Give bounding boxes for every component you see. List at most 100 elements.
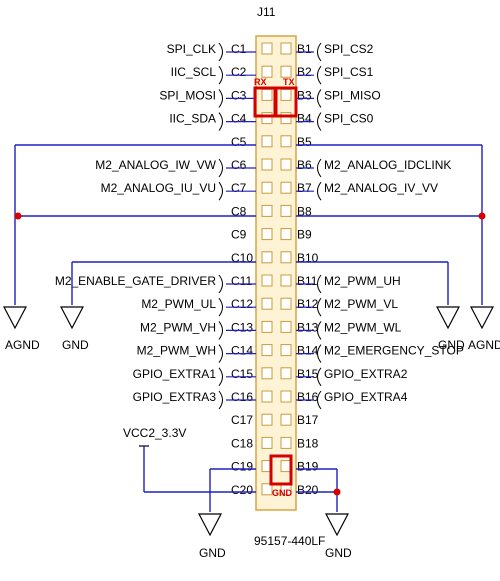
- agnd-right-symbol: AGND: [468, 306, 500, 352]
- net-label: GPIO_EXTRA1: [133, 367, 217, 381]
- net-flag: [317, 181, 322, 201]
- gnd-right-symbol: GND: [436, 306, 465, 352]
- pin-pad: [261, 42, 273, 55]
- svg-text:AGND: AGND: [468, 338, 500, 352]
- pin-number: C16: [231, 390, 253, 404]
- pin-pad: [280, 65, 292, 78]
- gnd-bottom-right-symbol: GND: [325, 513, 352, 560]
- pin-pad: [280, 367, 292, 380]
- net-flag: [218, 42, 223, 62]
- net-flag: [218, 158, 223, 178]
- pin-number: B20: [297, 483, 319, 497]
- net-flag: [317, 367, 322, 387]
- net-label: M2_EMERGENCY_STOP: [324, 344, 464, 358]
- net-flag: [218, 367, 223, 387]
- pin-number: B7: [297, 181, 312, 195]
- net-flag: [317, 158, 322, 178]
- pin-pad: [280, 251, 292, 264]
- pin-pad: [280, 228, 292, 241]
- pin-pad: [261, 88, 273, 101]
- pin-number: B6: [297, 158, 312, 172]
- net-flag: [317, 274, 322, 294]
- net-flag: [317, 42, 322, 62]
- net-flag: [317, 390, 322, 410]
- pin-number: C8: [231, 204, 247, 218]
- pin-pad: [261, 65, 273, 78]
- pin-pad: [280, 320, 292, 333]
- pin-pad: [261, 367, 273, 380]
- pin-pad: [261, 181, 273, 194]
- pin-number: C14: [231, 344, 253, 358]
- net-label: SPI_CS0: [324, 112, 374, 126]
- pin-number: B19: [297, 460, 319, 474]
- pin-pad: [261, 112, 273, 125]
- svg-text:GND: GND: [272, 488, 293, 498]
- pin-number: C4: [231, 112, 247, 126]
- pin-number: C2: [231, 65, 247, 79]
- pin-pad: [261, 135, 273, 148]
- pin-pad: [261, 228, 273, 241]
- pin-number: B9: [297, 228, 312, 242]
- net-flag: [317, 112, 322, 131]
- pin-number: B1: [297, 42, 312, 56]
- junction-dot: [14, 212, 22, 220]
- net-label: IIC_SCL: [171, 65, 217, 79]
- pin-number: C7: [231, 181, 247, 195]
- pin-number: C12: [231, 297, 253, 311]
- net-flag: [317, 89, 322, 108]
- pin-pad: [261, 483, 273, 496]
- pin-number: C13: [231, 320, 253, 334]
- net-label: M2_ANALOG_IW_VW: [95, 158, 216, 172]
- net-flag: [317, 297, 322, 317]
- net-label: GPIO_EXTRA3: [133, 390, 217, 404]
- pin-number: C6: [231, 158, 247, 172]
- pin-pad: [280, 112, 292, 125]
- pin-pad: [261, 158, 273, 171]
- pin-pad: [261, 204, 273, 217]
- pin-number: C18: [231, 436, 253, 450]
- net-label: SPI_CS1: [324, 65, 374, 79]
- connector-ref: J11: [257, 5, 276, 19]
- gnd-left-symbol: GND: [60, 306, 89, 352]
- pin-number: C1: [231, 42, 247, 56]
- net-label: SPI_MOSI: [159, 88, 216, 102]
- pin-pad: [280, 436, 292, 449]
- pin-number: C3: [231, 88, 247, 102]
- net-flag: [218, 89, 223, 108]
- pin-pad: [280, 135, 292, 148]
- tx-marker: TX: [274, 77, 298, 118]
- pin-pad: [261, 274, 273, 287]
- pin-number: B18: [297, 436, 319, 450]
- svg-text:VCC2_3.3V: VCC2_3.3V: [123, 426, 186, 440]
- net-flag: [317, 65, 322, 85]
- pin-pad: [280, 181, 292, 194]
- net-flag: [317, 344, 322, 363]
- net-label: SPI_MISO: [324, 88, 381, 102]
- net-label: M2_PWM_UH: [324, 274, 401, 288]
- pin-pad: [280, 88, 292, 101]
- pin-pad: [280, 390, 292, 403]
- net-label: GPIO_EXTRA4: [324, 390, 408, 404]
- svg-text:GND: GND: [62, 338, 89, 352]
- pin-pad: [261, 390, 273, 403]
- net-label: M2_ANALOG_IU_VU: [101, 181, 216, 195]
- net-label: M2_PWM_VH: [140, 320, 216, 334]
- agnd-left-symbol: AGND: [3, 306, 40, 352]
- pin-number: B12: [297, 297, 319, 311]
- pin-number: C11: [231, 274, 252, 288]
- pin-number: B16: [297, 390, 319, 404]
- net-label: GPIO_EXTRA2: [324, 367, 408, 381]
- pin-number: C19: [231, 460, 253, 474]
- svg-text:TX: TX: [283, 77, 295, 87]
- net-flag: [218, 344, 223, 363]
- net-label: M2_PWM_VL: [324, 297, 398, 311]
- pin-number: B8: [297, 204, 312, 218]
- net-label: SPI_CS2: [324, 42, 374, 56]
- net-flag: [218, 274, 223, 294]
- pin-number: B5: [297, 135, 312, 149]
- net-label: M2_PWM_WL: [324, 320, 402, 334]
- pin-number: B4: [297, 112, 312, 126]
- pin-pad: [280, 158, 292, 171]
